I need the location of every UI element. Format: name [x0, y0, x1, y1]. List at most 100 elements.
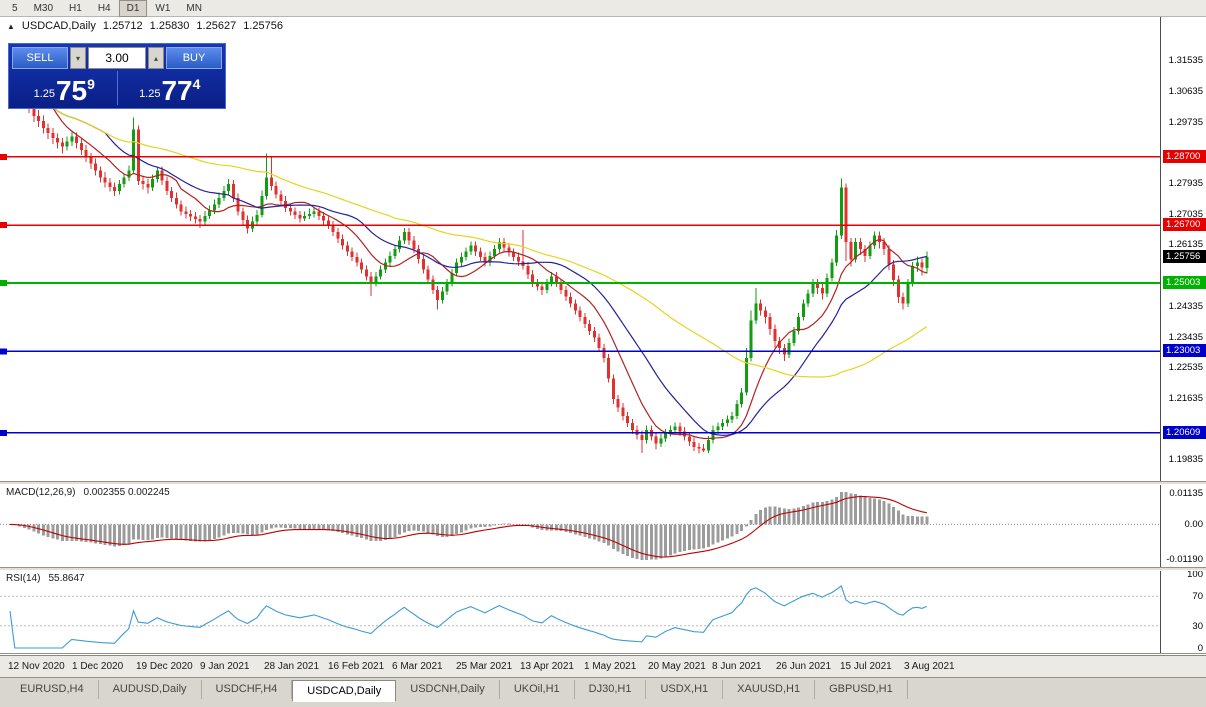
- timeframe-button-5[interactable]: 5: [12, 2, 18, 14]
- timeframe-button-h4[interactable]: H4: [97, 2, 111, 14]
- macd-signal-line: [9, 495, 927, 558]
- timeframe-button-d1[interactable]: D1: [118, 0, 148, 17]
- chart-tab-usdcad[interactable]: USDCAD,Daily: [292, 680, 397, 702]
- ohlc-close: 1.25756: [243, 20, 283, 32]
- chart-tab-usdx[interactable]: USDX,H1: [646, 680, 724, 699]
- date-label: 20 May 2021: [648, 661, 706, 672]
- time-axis: 12 Nov 2020 1 Dec 2020 19 Dec 2020 9 Jan 20…: [0, 655, 1206, 678]
- bid-pipette: 9: [87, 76, 95, 92]
- level-price-badge: 1.26700: [1163, 218, 1206, 232]
- rsi-axis-tick: 30: [1192, 620, 1203, 632]
- buy-button[interactable]: BUY: [166, 47, 222, 69]
- pane-separator: [0, 653, 1206, 655]
- macd-header: MACD(12,26,9) 0.002355 0.002245: [6, 487, 170, 498]
- level-lines: [0, 153, 1160, 436]
- macd-axis-zero: 0.00: [1184, 519, 1204, 531]
- rsi-line: [9, 585, 928, 649]
- symbol-label: USDCAD,Daily: [21, 20, 96, 32]
- ma-line-21: [9, 67, 927, 436]
- rsi-pane[interactable]: RSI(14) 55.8647: [0, 571, 1160, 653]
- macd-pane[interactable]: MACD(12,26,9) 0.002355 0.002245: [0, 485, 1160, 567]
- chart-tab-ukoil[interactable]: UKOil,H1: [500, 680, 575, 699]
- ma-line-10: [9, 67, 927, 440]
- level-price-badge: 1.23003: [1163, 344, 1206, 358]
- price-tick: 1.19835: [1168, 454, 1203, 466]
- chart-tab-xauusd[interactable]: XAUUSD,H1: [723, 680, 816, 699]
- chart-tab-audusd[interactable]: AUDUSD,Daily: [99, 680, 202, 699]
- ask-big-digits: 77: [161, 75, 193, 106]
- macd-axis-min: -0.01190: [1166, 554, 1203, 565]
- price-tick: 1.22535: [1168, 362, 1203, 374]
- date-label: 28 Jan 2021: [264, 661, 320, 672]
- price-tick: 1.31535: [1168, 55, 1203, 67]
- date-label: 16 Feb 2021: [328, 661, 385, 672]
- price-tick: 1.30635: [1168, 85, 1203, 97]
- sell-button[interactable]: SELL: [12, 47, 68, 69]
- candlestick-plot: [0, 53, 1160, 454]
- date-label: 13 Apr 2021: [520, 661, 574, 672]
- rsi-value: 55.8647: [48, 573, 85, 584]
- bid-ask-row: 1.25 75 9 1.25 77 4: [12, 71, 222, 105]
- volume-up-button[interactable]: ▴: [148, 47, 164, 69]
- chart-tab-gbpusd[interactable]: GBPUSD,H1: [815, 680, 908, 699]
- ohlc-low: 1.25627: [196, 20, 237, 32]
- bid-prefix: 1.25: [33, 88, 55, 100]
- one-click-trading-panel: SELL ▾ 3.00 ▴ BUY 1.25 75 9 1.25 77 4: [8, 43, 226, 109]
- date-label: 9 Jan 2021: [200, 661, 250, 672]
- timeframe-button-mn[interactable]: MN: [186, 2, 202, 14]
- price-tick: 1.26135: [1168, 239, 1203, 251]
- pane-separator[interactable]: [0, 481, 1206, 485]
- pane-separator[interactable]: [0, 567, 1206, 571]
- candles-group: [8, 53, 929, 454]
- date-label: 8 Jun 2021: [712, 661, 762, 672]
- current-price-badge: 1.25756: [1163, 250, 1206, 264]
- ma-line-55: [9, 67, 928, 378]
- price-tick: 1.29735: [1168, 116, 1203, 128]
- level-price-badge: 1.20609: [1163, 425, 1206, 439]
- level-price-badge: 1.25003: [1163, 276, 1206, 289]
- macd-name: MACD(12,26,9): [6, 487, 76, 498]
- timeframe-button-m30[interactable]: M30: [33, 2, 54, 14]
- date-label: 1 May 2021: [584, 661, 637, 672]
- timeframe-button-w1[interactable]: W1: [155, 2, 171, 14]
- price-tick: 1.21635: [1168, 392, 1203, 404]
- date-label: 6 Mar 2021: [392, 661, 443, 672]
- one-click-toggle-icon[interactable]: ▲: [7, 21, 15, 31]
- rsi-plot: [0, 585, 1160, 649]
- chart-title: ▲ USDCAD,Daily 1.25712 1.25830 1.25627 1…: [7, 20, 283, 32]
- ask-prefix: 1.25: [139, 88, 161, 100]
- timeframe-button-h1[interactable]: H1: [69, 2, 82, 14]
- rsi-axis: 100 70 30 0: [1160, 569, 1206, 654]
- chart-tab-usdcnh[interactable]: USDCNH,Daily: [396, 680, 500, 699]
- rsi-name: RSI(14): [6, 573, 41, 584]
- rsi-axis-tick: 100: [1187, 569, 1203, 580]
- price-tick: 1.24335: [1168, 300, 1203, 312]
- bid-big-digits: 75: [55, 75, 88, 106]
- macd-plot: [0, 491, 1160, 561]
- date-label: 26 Jun 2021: [776, 661, 832, 672]
- timeframe-toolbar: 5 M30 H1 H4 D1 W1 MN: [0, 0, 1206, 17]
- rsi-axis-tick: 0: [1197, 643, 1203, 654]
- chart-tab-eurusd[interactable]: EURUSD,H4: [6, 680, 99, 699]
- date-label: 12 Nov 2020: [8, 661, 65, 672]
- ask-price[interactable]: 1.25 77 4: [116, 71, 223, 106]
- volume-input[interactable]: 3.00: [88, 47, 146, 69]
- ask-pipette: 4: [192, 76, 201, 92]
- price-tick: 1.23435: [1168, 331, 1203, 343]
- price-tick: 1.27035: [1168, 208, 1203, 220]
- bid-price[interactable]: 1.25 75 9: [12, 71, 117, 105]
- rsi-header: RSI(14) 55.8647: [6, 573, 85, 584]
- main-chart-pane[interactable]: ▲ USDCAD,Daily 1.25712 1.25830 1.25627 1…: [0, 17, 1160, 481]
- volume-down-button[interactable]: ▾: [70, 47, 86, 69]
- chart-tab-dj30[interactable]: DJ30,H1: [575, 680, 647, 699]
- ohlc-high: 1.25830: [149, 20, 190, 32]
- chart-tab-usdchf[interactable]: USDCHF,H4: [202, 680, 293, 699]
- date-label: 3 Aug 2021: [904, 661, 955, 672]
- date-label: 15 Jul 2021: [840, 661, 892, 672]
- date-label: 19 Dec 2020: [136, 661, 193, 672]
- macd-histogram: [8, 491, 929, 561]
- ohlc-open: 1.25712: [102, 20, 143, 32]
- level-price-badge: 1.28700: [1163, 149, 1206, 163]
- price-axis: 1.31535 1.30635 1.29735 1.27935 1.27035 1.261…: [1160, 17, 1206, 481]
